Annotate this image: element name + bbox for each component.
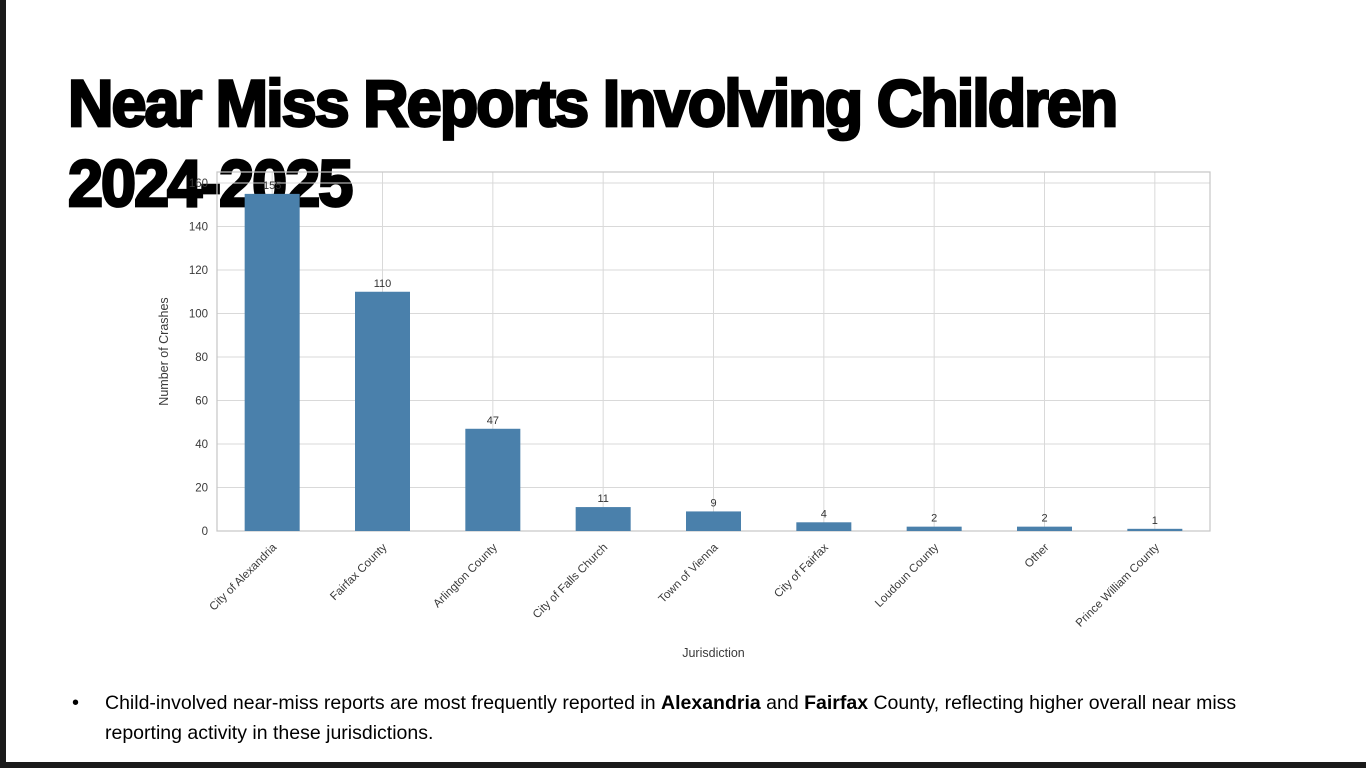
bar-value-label: 47 xyxy=(487,415,499,427)
y-tick-label: 100 xyxy=(189,309,208,321)
bullet-text-part3: County, reflecting higher overall near m… xyxy=(105,692,1237,744)
bar-city-of-fairfax xyxy=(796,522,852,531)
bar-value-label: 110 xyxy=(374,278,392,290)
bullet-text: Child-involved near-miss reports are mos… xyxy=(105,688,1295,748)
bar-loudoun-county xyxy=(906,526,962,531)
y-axis-title: Number of Crashes xyxy=(157,297,171,405)
bullet-marker: • xyxy=(72,692,80,714)
slide-title-line1: Near Miss Reports Involving Children xyxy=(67,66,1120,142)
bottom-edge-bar xyxy=(0,762,1366,768)
x-tick-label: Loudoun County xyxy=(873,541,941,609)
x-tick-label: Town of Vienna xyxy=(657,541,721,605)
bar-chart-svg: 155 110 47 11 9 4 2 2 1 0 20 40 60 80 100 120 140 160 City… xyxy=(157,171,1211,660)
y-tick-label: 0 xyxy=(202,526,208,538)
bullet-text-bold-fairfax: Fairfax xyxy=(804,692,869,714)
x-tick-label: Prince William County xyxy=(1074,541,1162,629)
x-tick-label: Arlington County xyxy=(431,541,500,610)
bar-value-label: 4 xyxy=(821,508,827,520)
slide-title: Near Miss Reports Involving Children 2024… xyxy=(67,64,1328,224)
x-tick-label: Fairfax County xyxy=(328,541,390,603)
x-tick-label: Other xyxy=(1023,542,1052,571)
y-tick-label: 120 xyxy=(189,265,208,277)
x-tick-label: City of Falls Church xyxy=(531,542,610,621)
x-axis-title: Jurisdiction xyxy=(682,646,745,660)
x-tick-label: City of Alexandria xyxy=(208,541,280,613)
bar-city-of-falls-church xyxy=(575,507,631,531)
bullet-text-part2: and xyxy=(760,692,805,714)
bar-value-label: 2 xyxy=(1041,513,1047,525)
bar-value-label: 9 xyxy=(710,497,716,509)
bar-value-label: 155 xyxy=(263,180,281,192)
bar-value-label: 2 xyxy=(931,513,937,525)
bullet-text-part1: Child-involved near-miss reports are mos… xyxy=(105,692,661,714)
bar-chart: 155 110 47 11 9 4 2 2 1 0 20 40 60 80 100 120 140 160 City… xyxy=(150,163,1225,678)
bar-city-of-alexandria xyxy=(244,193,300,531)
bar-town-of-vienna xyxy=(686,511,741,531)
left-edge-bar xyxy=(0,0,6,768)
slide-title-line2: 2024-2025 xyxy=(67,146,355,222)
y-tick-label: 140 xyxy=(189,222,208,234)
bar-arlington-county xyxy=(465,428,521,531)
y-tick-label: 80 xyxy=(195,352,208,364)
bar-value-label: 1 xyxy=(1152,515,1158,527)
bar-other xyxy=(1017,526,1072,531)
y-tick-label: 60 xyxy=(195,396,208,408)
bullet-text-bold-alexandria: Alexandria xyxy=(661,692,761,714)
bar-prince-william-county xyxy=(1127,528,1183,531)
y-tick-label: 40 xyxy=(195,439,208,451)
y-tick-label: 20 xyxy=(195,483,208,495)
x-tick-label: City of Fairfax xyxy=(772,541,831,600)
y-tick-label: 160 xyxy=(189,178,208,190)
bar-fairfax-county xyxy=(355,291,410,531)
bar-value-label: 11 xyxy=(597,493,608,505)
bullet-point: • Child-involved near-miss reports are m… xyxy=(72,688,1302,748)
